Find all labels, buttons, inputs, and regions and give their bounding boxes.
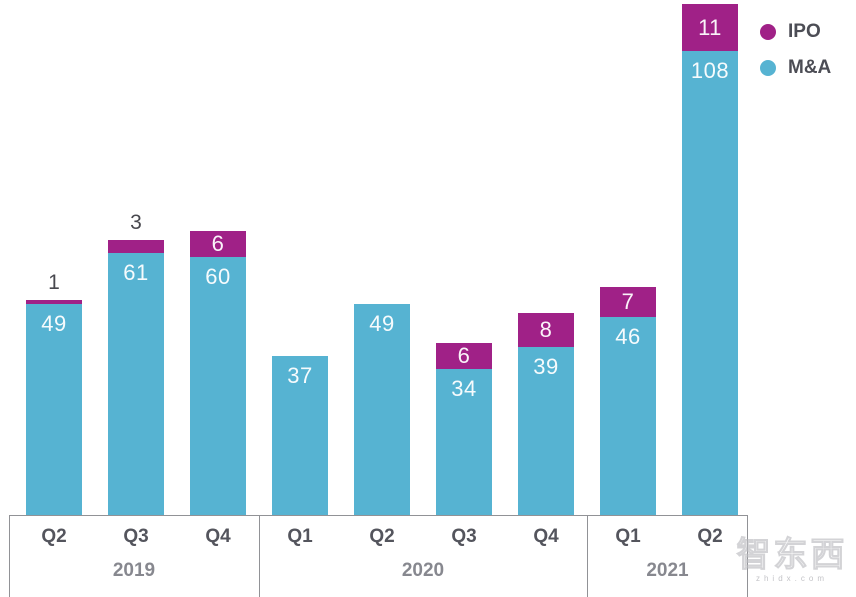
year-label-2019: 2019	[112, 560, 156, 581]
ma-segment-2020-Q2	[354, 304, 410, 515]
ipo-swatch-icon	[760, 24, 776, 40]
ma-segment-2020-Q1	[272, 356, 328, 515]
ipo-value-label: 8	[539, 317, 553, 342]
quarter-tick-2019-Q2: Q2	[41, 526, 67, 547]
ma-value-label: 49	[41, 311, 67, 336]
ma-value-label: 49	[369, 311, 395, 336]
x-axis-box	[9, 515, 748, 597]
ma-segment-2021-Q1	[600, 317, 656, 515]
year-label-2021: 2021	[646, 560, 689, 581]
ma-segment-2019-Q3	[108, 253, 164, 515]
ma-segment-2019-Q4	[190, 257, 246, 515]
ipo-value-label: 11	[698, 15, 722, 40]
ipo-segment-2020-Q4	[518, 313, 574, 347]
quarter-tick-2021-Q1: Q1	[615, 526, 641, 547]
quarter-tick-2020-Q3: Q3	[451, 526, 477, 547]
axis-year-separator	[259, 515, 260, 597]
ma-segment-2019-Q2	[26, 304, 82, 515]
ma-swatch-icon	[760, 60, 776, 76]
ma-value-label: 108	[690, 58, 730, 83]
ipo-value-label: 7	[621, 289, 635, 314]
axis-year-separator	[587, 515, 588, 597]
ipo-segment-2019-Q3	[108, 240, 164, 253]
ipo-segment-2020-Q3	[436, 343, 492, 369]
ipo-segment-2021-Q1	[600, 287, 656, 317]
legend-item-ma: M&A	[760, 56, 856, 80]
watermark-url: zhidx.com	[755, 574, 828, 583]
quarter-tick-2020-Q4: Q4	[533, 526, 559, 547]
ipo-value-label: 3	[130, 211, 142, 234]
ma-value-label: 34	[451, 376, 477, 401]
ma-segment-2021-Q2	[682, 51, 738, 515]
ma-value-label: 46	[615, 324, 641, 349]
ipo-value-label: 6	[457, 343, 471, 368]
ipo-value-label: 1	[48, 271, 60, 294]
ma-value-label: 60	[205, 264, 231, 289]
ma-segment-2020-Q4	[518, 347, 574, 515]
ma-value-label: 39	[533, 354, 559, 379]
ma-value-label: 37	[287, 363, 313, 388]
ipo-segment-2019-Q2	[26, 300, 82, 304]
quarter-tick-2019-Q3: Q3	[123, 526, 149, 547]
ipo-segment-2021-Q2	[682, 4, 738, 51]
watermark: 智东西 zhidx.com	[731, 536, 853, 584]
quarter-tick-2021-Q2: Q2	[697, 526, 723, 547]
legend: IPO M&A	[760, 20, 856, 92]
ma-value-label: 61	[123, 260, 149, 285]
quarter-tick-2020-Q2: Q2	[369, 526, 395, 547]
watermark-logo: 智东西	[736, 536, 848, 575]
ipo-segment-2019-Q4	[190, 231, 246, 257]
legend-label-ma: M&A	[788, 57, 832, 78]
legend-label-ipo: IPO	[788, 21, 821, 42]
ipo-value-label: 6	[211, 231, 225, 256]
ma-segment-2020-Q3	[436, 369, 492, 515]
quarter-tick-2019-Q4: Q4	[205, 526, 231, 547]
quarter-tick-2020-Q1: Q1	[287, 526, 313, 547]
year-label-2020: 2020	[401, 560, 445, 581]
legend-item-ipo: IPO	[760, 20, 856, 44]
